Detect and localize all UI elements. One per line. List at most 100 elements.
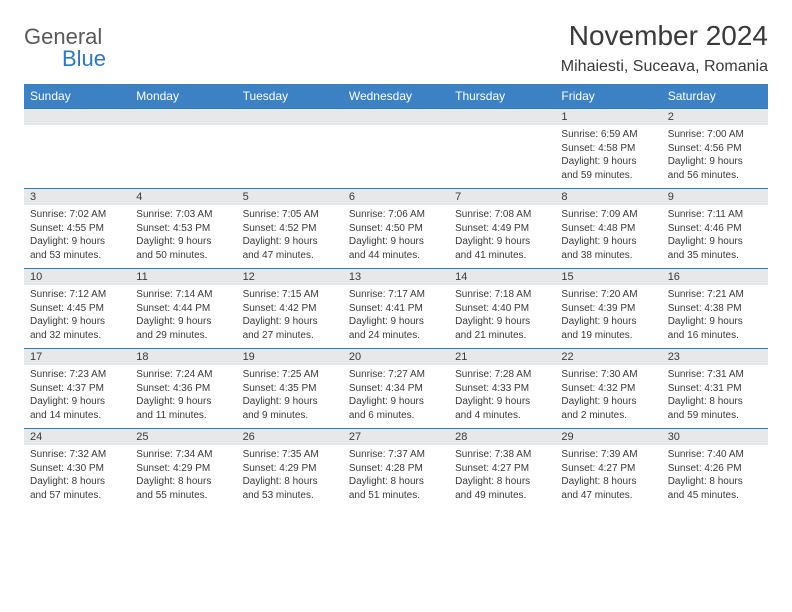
daylight-line: Daylight: 9 hours and 16 minutes. [668,315,762,342]
day-number: 12 [237,269,343,286]
day-cell: Sunrise: 7:12 AMSunset: 4:45 PMDaylight:… [24,285,130,349]
sunset-line: Sunset: 4:44 PM [136,302,230,316]
sunset-line: Sunset: 4:29 PM [243,462,337,476]
sunrise-line: Sunrise: 7:25 AM [243,368,337,382]
sunrise-line: Sunrise: 7:37 AM [349,448,443,462]
day-number: 27 [343,429,449,446]
daylight-line: Daylight: 9 hours and 53 minutes. [30,235,124,262]
sunset-line: Sunset: 4:37 PM [30,382,124,396]
sunrise-line: Sunrise: 7:30 AM [561,368,655,382]
sunset-line: Sunset: 4:48 PM [561,222,655,236]
sunset-line: Sunset: 4:52 PM [243,222,337,236]
sunrise-line: Sunrise: 7:12 AM [30,288,124,302]
sunset-line: Sunset: 4:55 PM [30,222,124,236]
weekday-header: Friday [555,84,661,109]
day-number: 11 [130,269,236,286]
day-number: 17 [24,349,130,366]
sunset-line: Sunset: 4:36 PM [136,382,230,396]
day-number: 8 [555,189,661,206]
sunrise-line: Sunrise: 7:34 AM [136,448,230,462]
sunrise-line: Sunrise: 7:32 AM [30,448,124,462]
day-cell: Sunrise: 7:28 AMSunset: 4:33 PMDaylight:… [449,365,555,429]
day-cell: Sunrise: 7:27 AMSunset: 4:34 PMDaylight:… [343,365,449,429]
day-cell: Sunrise: 7:18 AMSunset: 4:40 PMDaylight:… [449,285,555,349]
sunrise-line: Sunrise: 7:03 AM [136,208,230,222]
sunrise-line: Sunrise: 7:14 AM [136,288,230,302]
daylight-line: Daylight: 9 hours and 38 minutes. [561,235,655,262]
weekday-header: Tuesday [237,84,343,109]
daylight-line: Daylight: 9 hours and 24 minutes. [349,315,443,342]
sunrise-line: Sunrise: 7:05 AM [243,208,337,222]
day-number-row: 10111213141516 [24,269,768,286]
weekday-header: Sunday [24,84,130,109]
day-cell: Sunrise: 7:17 AMSunset: 4:41 PMDaylight:… [343,285,449,349]
sunset-line: Sunset: 4:58 PM [561,142,655,156]
day-cell: Sunrise: 7:09 AMSunset: 4:48 PMDaylight:… [555,205,661,269]
day-number: 13 [343,269,449,286]
day-data-row: Sunrise: 7:23 AMSunset: 4:37 PMDaylight:… [24,365,768,429]
daylight-line: Daylight: 8 hours and 45 minutes. [668,475,762,502]
day-number: 4 [130,189,236,206]
sunset-line: Sunset: 4:32 PM [561,382,655,396]
day-data-row: Sunrise: 7:12 AMSunset: 4:45 PMDaylight:… [24,285,768,349]
sunset-line: Sunset: 4:50 PM [349,222,443,236]
day-cell: Sunrise: 7:06 AMSunset: 4:50 PMDaylight:… [343,205,449,269]
weekday-header: Thursday [449,84,555,109]
logo-top: General [24,26,102,48]
sunset-line: Sunset: 4:35 PM [243,382,337,396]
sunrise-line: Sunrise: 7:20 AM [561,288,655,302]
day-number: 30 [662,429,768,446]
day-number: 22 [555,349,661,366]
day-number: 6 [343,189,449,206]
day-number [24,109,130,126]
daylight-line: Daylight: 8 hours and 57 minutes. [30,475,124,502]
daylight-line: Daylight: 9 hours and 2 minutes. [561,395,655,422]
day-cell [24,125,130,189]
daylight-line: Daylight: 9 hours and 35 minutes. [668,235,762,262]
sunrise-line: Sunrise: 7:21 AM [668,288,762,302]
day-number: 18 [130,349,236,366]
weekday-header: Wednesday [343,84,449,109]
day-number-row: 17181920212223 [24,349,768,366]
sunset-line: Sunset: 4:38 PM [668,302,762,316]
day-cell: Sunrise: 7:15 AMSunset: 4:42 PMDaylight:… [237,285,343,349]
daylight-line: Daylight: 9 hours and 14 minutes. [30,395,124,422]
sunrise-line: Sunrise: 7:38 AM [455,448,549,462]
day-number: 10 [24,269,130,286]
logo-bottom: Blue [62,48,106,70]
sunset-line: Sunset: 4:46 PM [668,222,762,236]
sunset-line: Sunset: 4:28 PM [349,462,443,476]
calendar-table: Sunday Monday Tuesday Wednesday Thursday… [24,84,768,508]
sunset-line: Sunset: 4:34 PM [349,382,443,396]
day-number: 14 [449,269,555,286]
day-number-row: 3456789 [24,189,768,206]
day-number: 25 [130,429,236,446]
day-number: 21 [449,349,555,366]
sunrise-line: Sunrise: 7:40 AM [668,448,762,462]
weekday-header: Monday [130,84,236,109]
daylight-line: Daylight: 9 hours and 50 minutes. [136,235,230,262]
day-cell: Sunrise: 7:03 AMSunset: 4:53 PMDaylight:… [130,205,236,269]
sunrise-line: Sunrise: 7:06 AM [349,208,443,222]
daylight-line: Daylight: 9 hours and 41 minutes. [455,235,549,262]
sunset-line: Sunset: 4:29 PM [136,462,230,476]
sunset-line: Sunset: 4:49 PM [455,222,549,236]
daylight-line: Daylight: 9 hours and 59 minutes. [561,155,655,182]
day-cell: Sunrise: 7:31 AMSunset: 4:31 PMDaylight:… [662,365,768,429]
day-number: 16 [662,269,768,286]
header: General Blue November 2024 Mihaiesti, Su… [24,20,768,76]
daylight-line: Daylight: 8 hours and 49 minutes. [455,475,549,502]
day-number-row: 24252627282930 [24,429,768,446]
day-number [343,109,449,126]
sunset-line: Sunset: 4:53 PM [136,222,230,236]
day-cell: Sunrise: 7:39 AMSunset: 4:27 PMDaylight:… [555,445,661,508]
daylight-line: Daylight: 8 hours and 53 minutes. [243,475,337,502]
day-cell: Sunrise: 7:02 AMSunset: 4:55 PMDaylight:… [24,205,130,269]
day-cell: Sunrise: 6:59 AMSunset: 4:58 PMDaylight:… [555,125,661,189]
sunrise-line: Sunrise: 7:18 AM [455,288,549,302]
day-cell: Sunrise: 7:14 AMSunset: 4:44 PMDaylight:… [130,285,236,349]
day-cell: Sunrise: 7:23 AMSunset: 4:37 PMDaylight:… [24,365,130,429]
daylight-line: Daylight: 9 hours and 11 minutes. [136,395,230,422]
sunset-line: Sunset: 4:27 PM [561,462,655,476]
daylight-line: Daylight: 8 hours and 47 minutes. [561,475,655,502]
